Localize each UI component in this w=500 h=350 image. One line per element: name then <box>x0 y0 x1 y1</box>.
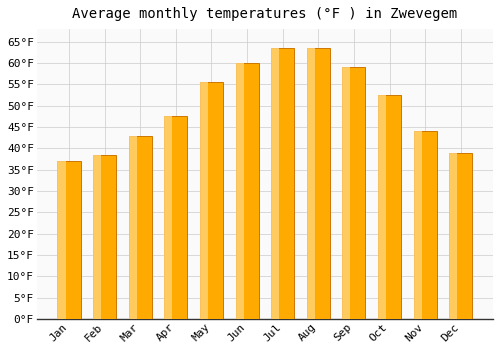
Bar <box>449 153 472 319</box>
Bar <box>200 82 223 319</box>
Bar <box>164 117 172 319</box>
Bar <box>414 131 422 319</box>
Bar <box>200 82 208 319</box>
Bar <box>271 48 294 319</box>
Bar <box>93 155 116 319</box>
Bar <box>164 117 188 319</box>
Bar <box>93 155 101 319</box>
Title: Average monthly temperatures (°F ) in Zwevegem: Average monthly temperatures (°F ) in Zw… <box>72 7 458 21</box>
Bar <box>128 135 137 319</box>
Bar <box>378 95 386 319</box>
Bar <box>306 48 330 319</box>
Bar <box>378 95 401 319</box>
Bar <box>236 63 244 319</box>
Bar <box>58 161 66 319</box>
Bar <box>128 135 152 319</box>
Bar <box>342 68 365 319</box>
Bar <box>306 48 315 319</box>
Bar <box>58 161 80 319</box>
Bar <box>342 68 350 319</box>
Bar <box>414 131 436 319</box>
Bar <box>271 48 279 319</box>
Bar <box>236 63 258 319</box>
Bar <box>449 153 458 319</box>
